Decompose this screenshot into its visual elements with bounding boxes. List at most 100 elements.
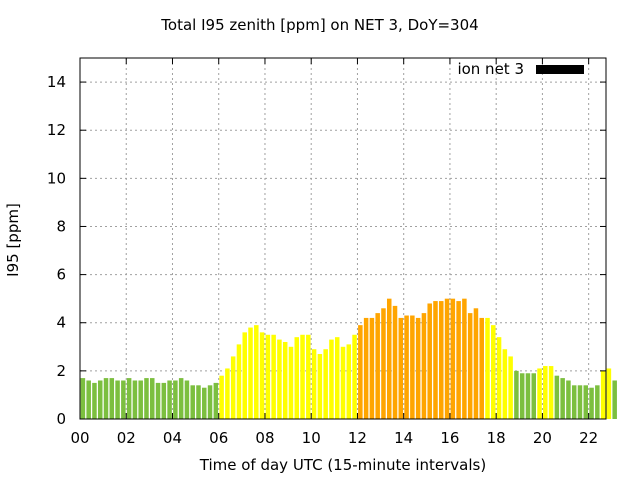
bar [109, 378, 115, 419]
x-tick-label: 00 [70, 429, 89, 447]
bar [375, 313, 380, 419]
bar [300, 334, 305, 419]
bar [450, 298, 456, 419]
y-tick-label: 14 [47, 73, 66, 91]
bar [358, 325, 363, 419]
bar [439, 301, 444, 419]
bar [242, 332, 247, 419]
bar [282, 341, 288, 419]
bar [410, 315, 415, 419]
y-tick-label: 12 [47, 121, 66, 139]
bar [369, 317, 375, 419]
bar-series [80, 298, 617, 419]
bar [404, 315, 409, 419]
bar [311, 349, 317, 419]
bar [161, 382, 167, 419]
x-tick-label: 22 [579, 429, 598, 447]
bar [248, 327, 253, 419]
legend-swatch [536, 65, 584, 74]
bar [230, 356, 236, 419]
y-tick-labels: 0 2 4 6 8 10 12 14 [47, 73, 66, 428]
bar [502, 349, 508, 419]
bar [323, 349, 328, 419]
legend-label: ion net 3 [457, 60, 524, 78]
bar [519, 373, 525, 419]
bar [595, 385, 600, 419]
bar [184, 380, 190, 419]
bar [155, 382, 161, 419]
y-tick-label: 4 [56, 314, 66, 332]
bar [421, 313, 427, 419]
bar [485, 317, 490, 419]
x-tick-label: 20 [533, 429, 552, 447]
y-tick-label: 0 [56, 410, 66, 428]
bar [196, 385, 201, 419]
bar [167, 380, 172, 419]
bar [340, 346, 346, 419]
bar [433, 301, 438, 419]
bar [202, 387, 207, 419]
bar [363, 317, 369, 419]
bar [606, 368, 612, 419]
bar [92, 382, 97, 419]
bar [491, 325, 496, 419]
x-tick-label: 12 [348, 429, 367, 447]
y-axis-label: I95 [ppm] [4, 203, 22, 277]
bar [346, 344, 352, 419]
axes [79, 57, 607, 420]
bar [150, 378, 155, 419]
bar [306, 334, 311, 419]
bar [86, 380, 91, 419]
y-tick-label: 6 [56, 266, 66, 284]
x-tick-label: 06 [209, 429, 228, 447]
bar [531, 373, 536, 419]
y-tick-label: 10 [47, 169, 66, 187]
bar [271, 334, 276, 419]
x-tick-labels: 00 02 04 06 08 10 12 14 16 18 20 22 [70, 429, 598, 447]
x-tick-label: 18 [487, 429, 506, 447]
x-tick-label: 16 [440, 429, 459, 447]
bar [254, 325, 259, 419]
bar [473, 308, 479, 419]
bar [554, 375, 560, 419]
x-tick-label: 10 [302, 429, 321, 447]
bar [329, 339, 334, 419]
bar [219, 375, 224, 419]
bar [386, 298, 392, 419]
bar [317, 354, 323, 419]
bar [259, 332, 265, 419]
bar [525, 373, 531, 419]
bar [103, 378, 109, 419]
bar [265, 334, 271, 419]
bar [97, 380, 103, 419]
bar [352, 334, 357, 419]
bar [392, 305, 398, 419]
bar [462, 298, 467, 419]
bar [277, 339, 282, 419]
bar [560, 378, 565, 419]
bar [589, 387, 594, 419]
bar [427, 303, 432, 419]
x-tick-label: 04 [163, 429, 182, 447]
bar [543, 366, 548, 419]
bar [467, 313, 473, 419]
bar [115, 380, 120, 419]
bar [334, 337, 340, 419]
bar [144, 378, 149, 419]
plot-frame [79, 57, 607, 420]
bar [456, 301, 461, 419]
bar [600, 370, 606, 419]
bar [537, 368, 542, 419]
bar [566, 380, 571, 419]
bar [126, 378, 132, 419]
bar [207, 385, 213, 419]
y-tick-label: 8 [56, 217, 66, 235]
bar [444, 298, 450, 419]
bar [294, 337, 300, 419]
x-axis-label: Time of day UTC (15-minute intervals) [199, 456, 487, 474]
bar [213, 382, 219, 419]
bar [236, 344, 242, 419]
bar [479, 317, 484, 419]
chart-title: Total I95 zenith [ppm] on NET 3, DoY=304 [161, 16, 479, 34]
